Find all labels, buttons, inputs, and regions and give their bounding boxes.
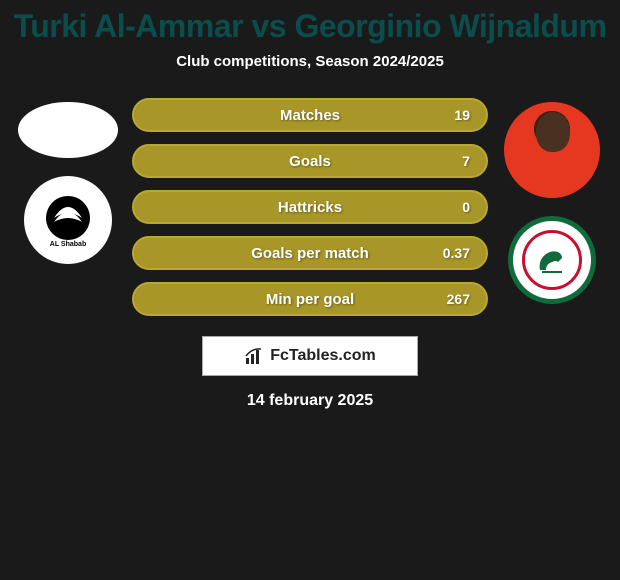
stat-label: Hattricks: [278, 199, 342, 216]
horse-icon: [532, 240, 572, 280]
brand-badge[interactable]: FcTables.com: [202, 336, 418, 376]
stat-row-hattricks: Hattricks 0: [132, 190, 488, 224]
stat-label: Matches: [280, 107, 340, 124]
left-column: AL Shabab: [12, 98, 124, 264]
svg-text:AL Shabab: AL Shabab: [50, 241, 86, 248]
right-column: [496, 98, 608, 304]
stat-value-right: 7: [462, 153, 470, 169]
stat-value-right: 0.37: [443, 245, 470, 261]
subtitle: Club competitions, Season 2024/2025: [0, 53, 620, 70]
main-row: AL Shabab Matches 19 Goals 7 Hattricks 0…: [0, 98, 620, 316]
bars-icon: [244, 346, 264, 366]
comparison-card: Turki Al-Ammar vs Georginio Wijnaldum Cl…: [0, 0, 620, 410]
page-title: Turki Al-Ammar vs Georginio Wijnaldum: [0, 8, 620, 45]
stat-row-matches: Matches 19: [132, 98, 488, 132]
ettifaq-inner-ring: [522, 230, 582, 290]
stat-row-goals-per-match: Goals per match 0.37: [132, 236, 488, 270]
left-player-avatar: [18, 102, 118, 158]
stat-row-min-per-goal: Min per goal 267: [132, 282, 488, 316]
stat-row-goals: Goals 7: [132, 144, 488, 178]
right-club-logo: [508, 216, 596, 304]
date-text: 14 february 2025: [247, 392, 373, 410]
stat-value-right: 19: [454, 107, 470, 123]
stat-label: Goals: [289, 153, 331, 170]
stat-value-right: 0: [462, 199, 470, 215]
footer: FcTables.com 14 february 2025: [0, 336, 620, 410]
left-club-logo: AL Shabab: [24, 176, 112, 264]
stat-label: Min per goal: [266, 291, 354, 308]
right-player-avatar: [504, 102, 600, 198]
stat-value-right: 267: [447, 291, 470, 307]
stat-label: Goals per match: [251, 245, 369, 262]
stats-column: Matches 19 Goals 7 Hattricks 0 Goals per…: [132, 98, 488, 316]
shabab-icon: AL Shabab: [36, 188, 100, 252]
brand-text: FcTables.com: [270, 347, 376, 365]
